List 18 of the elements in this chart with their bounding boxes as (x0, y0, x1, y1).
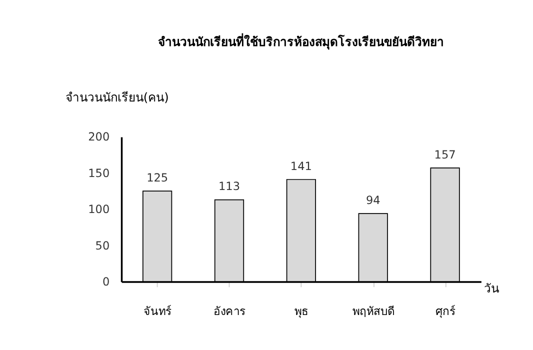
data-label: 141 (290, 160, 312, 173)
x-tick-label: พฤหัสบดี (352, 304, 395, 318)
y-tick-label: 50 (95, 239, 110, 252)
x-tick-label: จันทร์ (144, 304, 172, 318)
y-tick-label: 0 (102, 275, 110, 288)
data-label: 157 (434, 148, 456, 162)
y-axis-title: จำนวนนักเรียน(คน) (65, 90, 169, 105)
chart-title: จำนวนนักเรียนที่ใช้บริการห้องสมุดโรงเรียนขยันดีวิทยา (158, 32, 444, 50)
x-tick-label: ศุกร์ (435, 304, 456, 318)
data-label: 113 (218, 180, 240, 194)
y-tick-label: 100 (88, 203, 110, 216)
data-label: 94 (366, 194, 380, 207)
x-axis-title: วัน (484, 281, 499, 296)
y-tick-label: 150 (88, 166, 110, 180)
y-tick-label: 200 (88, 130, 110, 144)
data-label: 125 (146, 172, 168, 185)
x-tick-label: พุธ (294, 304, 309, 318)
x-tick-label: อังคาร (214, 304, 246, 318)
